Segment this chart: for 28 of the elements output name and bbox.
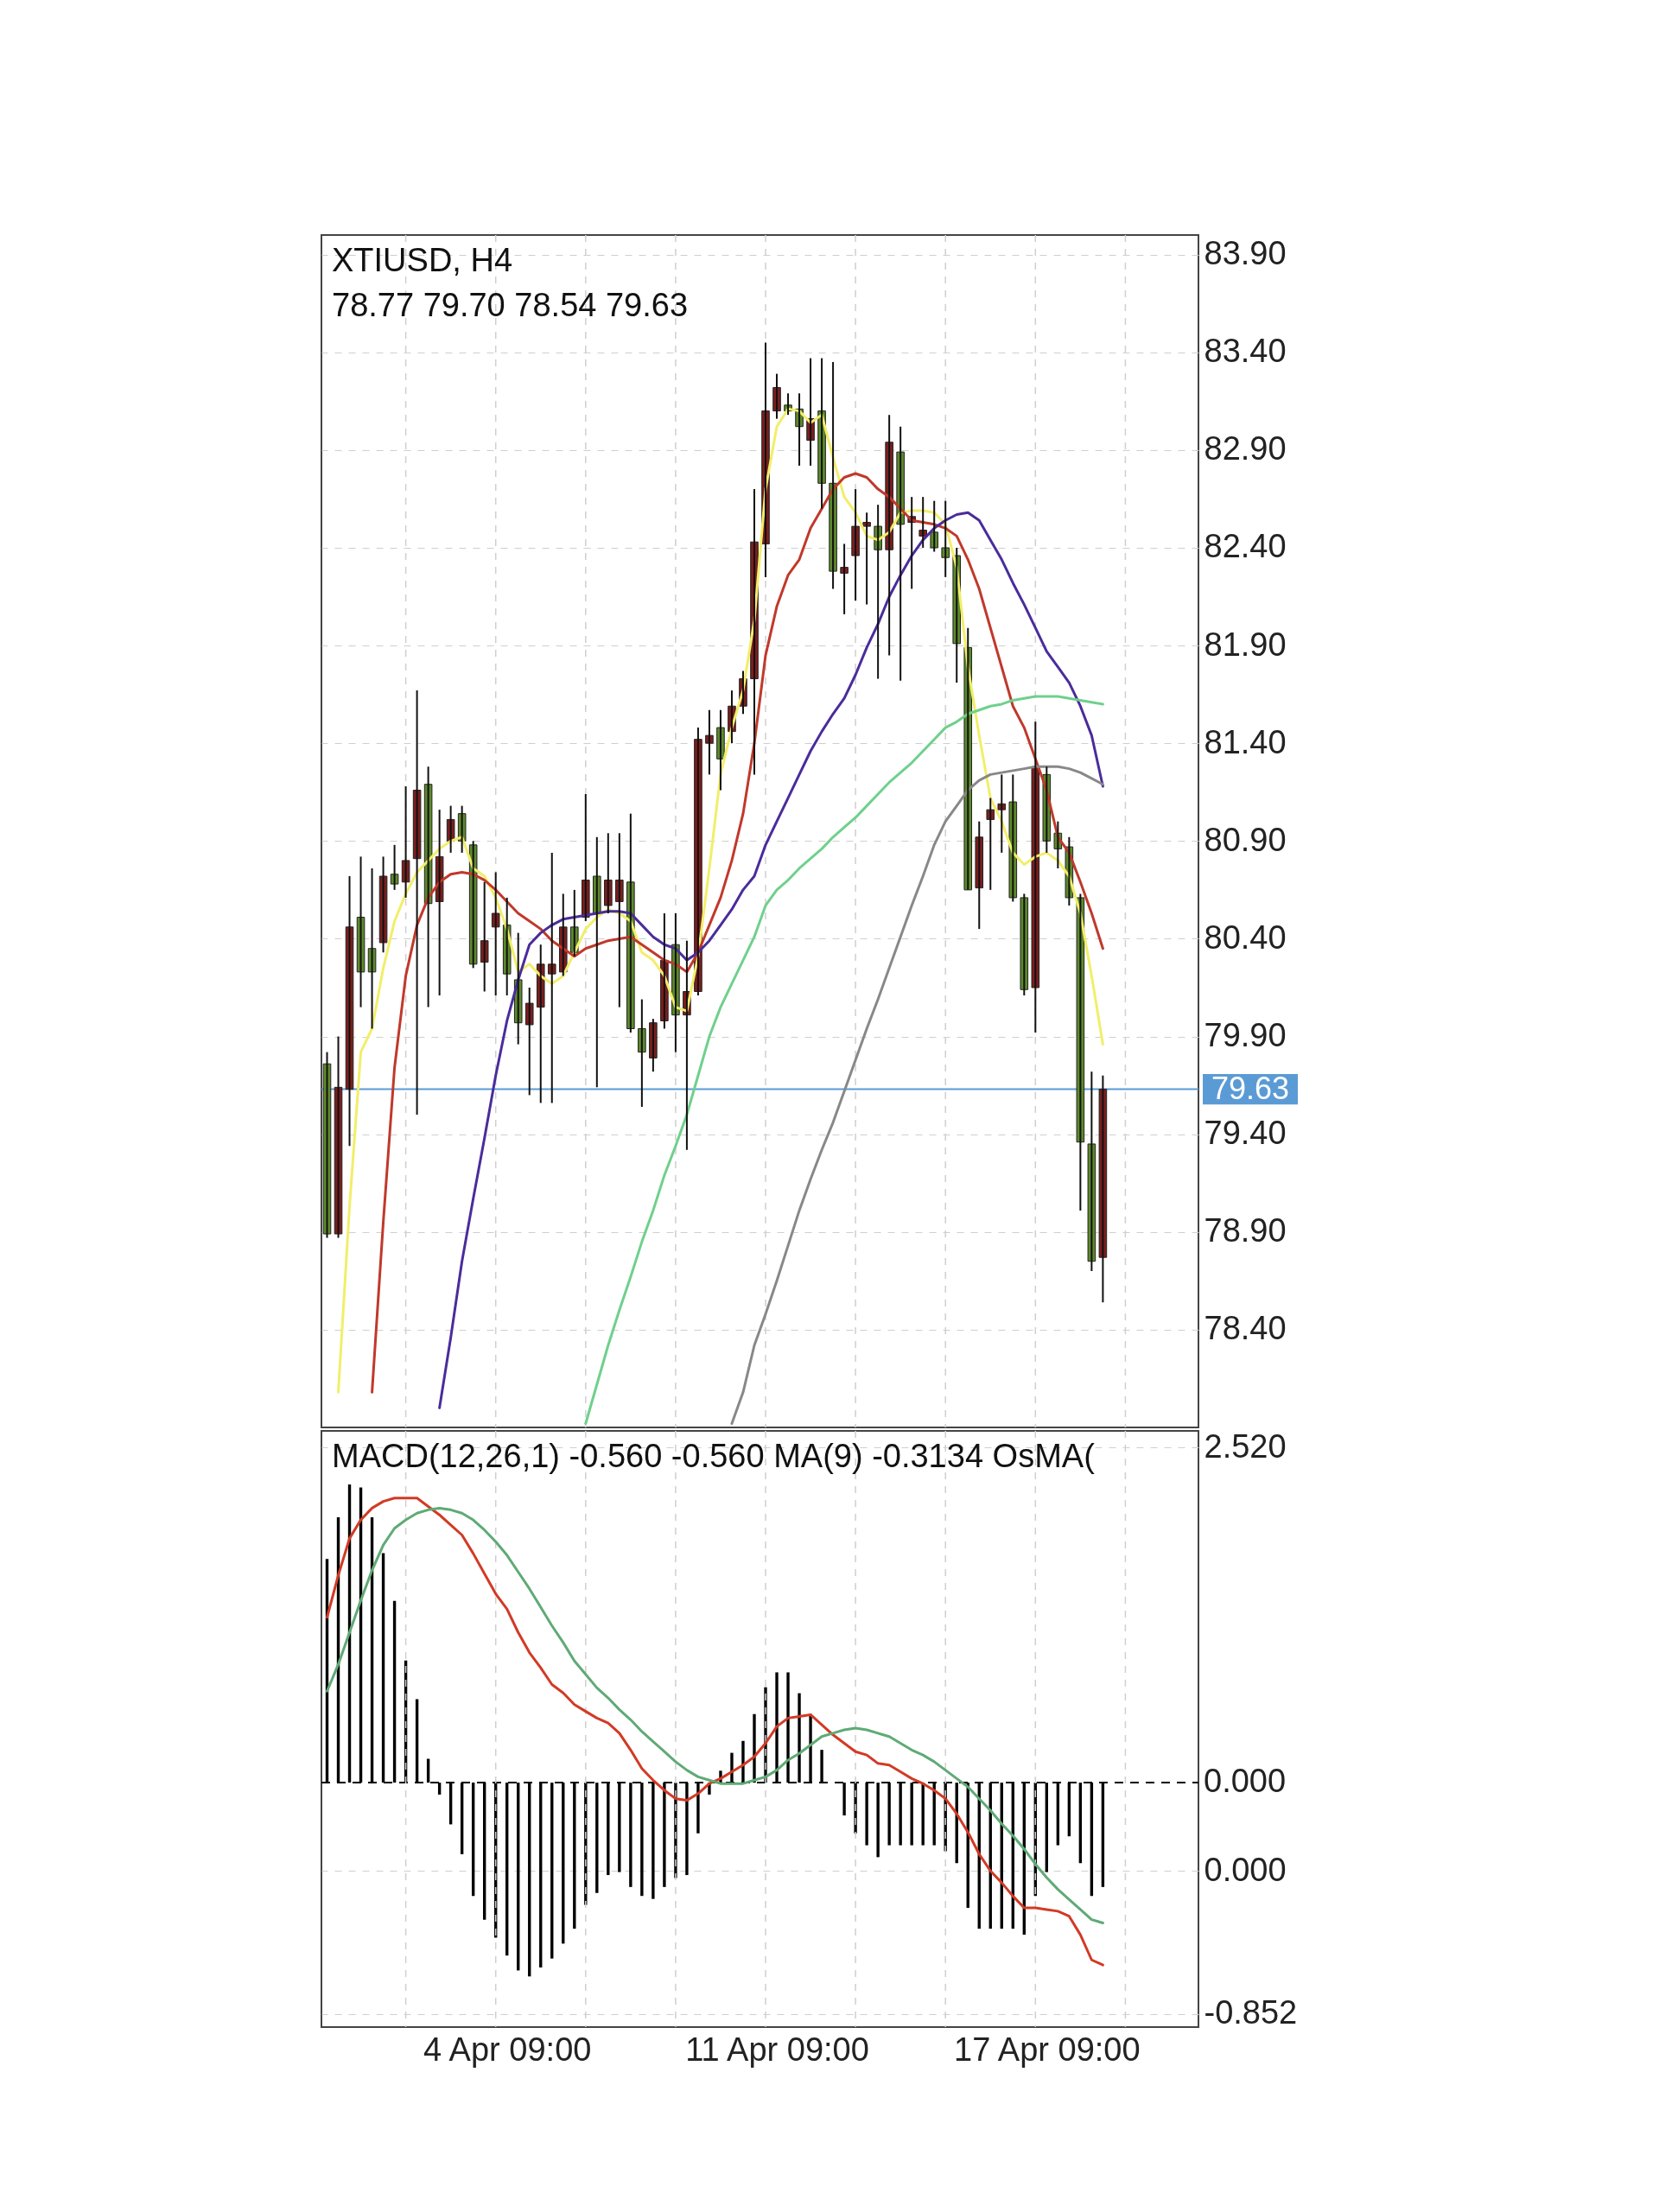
y-tick-label: 82.90 (1204, 430, 1287, 467)
x-tick-label: 17 Apr 09:00 (954, 2031, 1141, 2068)
x-tick-label: 11 Apr 09:00 (685, 2031, 869, 2068)
line-series (584, 695, 1104, 1425)
bar (741, 1740, 745, 1783)
y-tick-label: 79.90 (1204, 1017, 1287, 1054)
bar (876, 1783, 880, 1858)
y-tick-label: 83.40 (1204, 333, 1287, 370)
y-tick-label: 80.40 (1204, 918, 1287, 956)
x-tick-label: 4 Apr 09:00 (423, 2031, 592, 2068)
y-tick-label: -0.852 (1204, 1994, 1298, 2031)
candlestick (705, 709, 714, 776)
y-tick-label: 81.90 (1204, 626, 1287, 663)
bar (921, 1783, 925, 1846)
text: 78.77 79.70 78.54 79.63 (332, 287, 689, 323)
y-tick-label: 81.40 (1204, 723, 1287, 760)
y-tick-label: 82.40 (1204, 528, 1287, 565)
line-series (730, 765, 1104, 1425)
y-tick-label: 79.40 (1204, 1115, 1287, 1152)
ref-line-label: 79.63 (1211, 1070, 1290, 1106)
y-tick-label: 0.000 (1204, 1851, 1287, 1888)
y-tick-label: 78.90 (1204, 1212, 1287, 1249)
chart-title: XTIUSD, H4 (332, 242, 513, 278)
y-tick-label: 80.90 (1204, 821, 1287, 858)
y-tick-label: 83.90 (1204, 235, 1287, 272)
y-tick-label: 78.40 (1204, 1310, 1287, 1347)
chart-title: MACD(12,26,1) -0.560 -0.560 MA(9) -0.3134 OsMA( (332, 1438, 1096, 1474)
y-tick-label: 2.520 (1204, 1427, 1287, 1465)
